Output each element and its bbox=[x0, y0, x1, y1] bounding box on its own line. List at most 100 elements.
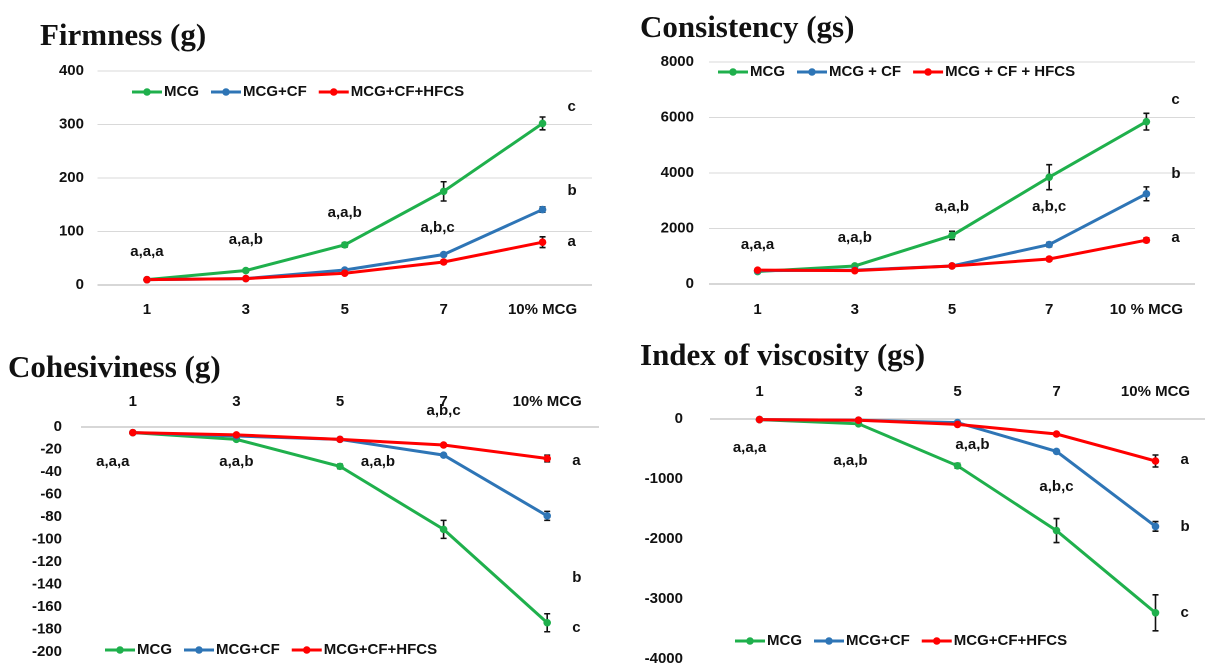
y-tick-label: -2000 bbox=[645, 530, 683, 547]
series-line bbox=[132, 431, 549, 624]
data-point bbox=[129, 428, 137, 437]
significance-label: c bbox=[1171, 91, 1179, 108]
y-tick-label: -3000 bbox=[645, 590, 683, 607]
y-tick-label: 0 bbox=[675, 410, 683, 427]
legend-label: MCG bbox=[767, 632, 802, 649]
legend-label: MCG bbox=[750, 63, 785, 80]
significance-label: c bbox=[568, 98, 576, 115]
group-label: a,a,b bbox=[833, 452, 867, 469]
group-label: a,a,b bbox=[328, 204, 362, 221]
y-tick-label: -200 bbox=[32, 643, 62, 660]
series-line bbox=[132, 431, 548, 518]
x-tick-label: 3 bbox=[232, 393, 240, 410]
data-point bbox=[439, 525, 448, 534]
data-point bbox=[854, 416, 863, 425]
data-point bbox=[232, 431, 241, 439]
legend-marker bbox=[932, 637, 941, 645]
group-label: a,b,c bbox=[1039, 478, 1073, 495]
data-point bbox=[1052, 526, 1061, 535]
legend-marker bbox=[746, 637, 754, 645]
y-tick-label: 8000 bbox=[661, 53, 694, 70]
legend-marker bbox=[222, 88, 230, 96]
legend-marker bbox=[729, 68, 737, 76]
data-point bbox=[242, 274, 250, 283]
y-tick-label: -40 bbox=[40, 463, 62, 480]
significance-label: c bbox=[572, 619, 580, 636]
data-point bbox=[1142, 190, 1151, 198]
data-point bbox=[1045, 240, 1053, 249]
x-tick-label: 7 bbox=[1052, 383, 1060, 400]
group-label: a,a,a bbox=[733, 439, 767, 456]
x-tick-label: 5 bbox=[341, 301, 349, 318]
group-label: a,a,b bbox=[361, 453, 395, 470]
group-label: a,a,b bbox=[229, 231, 263, 248]
group-label: a,a,b bbox=[955, 436, 989, 453]
data-point bbox=[1045, 255, 1053, 263]
series-line bbox=[757, 120, 1148, 274]
data-point bbox=[1151, 522, 1160, 531]
group-label: a,a,b bbox=[935, 198, 969, 215]
chart-title: Index of viscosity (gs) bbox=[640, 337, 925, 372]
data-point bbox=[1052, 430, 1061, 438]
data-point bbox=[439, 441, 448, 449]
y-tick-label: 200 bbox=[59, 169, 84, 186]
legend-marker bbox=[825, 637, 833, 645]
significance-label: a bbox=[1181, 451, 1190, 468]
significance-label: b bbox=[1171, 165, 1180, 182]
legend-label: MCG + CF + HFCS bbox=[945, 63, 1075, 80]
group-label: a,a,a bbox=[741, 236, 775, 253]
legend-marker bbox=[924, 68, 932, 76]
data-point bbox=[439, 451, 448, 459]
significance-label: c bbox=[1181, 604, 1189, 621]
data-point bbox=[538, 205, 547, 214]
data-point bbox=[538, 119, 547, 128]
group-label: a,b,c bbox=[427, 402, 461, 419]
data-point bbox=[543, 454, 551, 463]
legend-label: MCG+CF bbox=[846, 632, 910, 649]
legend-label: MCG+CF bbox=[243, 83, 307, 100]
data-point bbox=[1142, 236, 1151, 244]
data-point bbox=[242, 266, 250, 275]
x-tick-label: 5 bbox=[953, 383, 961, 400]
x-tick-label: 5 bbox=[336, 393, 344, 410]
data-point bbox=[439, 187, 448, 196]
x-tick-label: 1 bbox=[753, 301, 761, 318]
significance-label: a bbox=[572, 452, 581, 469]
y-tick-label: -160 bbox=[32, 598, 62, 615]
group-label: a,a,b bbox=[838, 229, 872, 246]
x-tick-label: 10% MCG bbox=[1121, 383, 1190, 400]
y-tick-label: -60 bbox=[40, 485, 62, 502]
legend-marker bbox=[143, 88, 151, 96]
legend-label: MCG + CF bbox=[829, 63, 901, 80]
legend-label: MCG bbox=[137, 641, 172, 658]
y-tick-label: 6000 bbox=[661, 108, 694, 125]
x-tick-label: 5 bbox=[948, 301, 956, 318]
significance-label: a bbox=[568, 233, 577, 250]
legend-label: MCG+CF+HFCS bbox=[324, 641, 437, 658]
legend-marker bbox=[808, 68, 816, 76]
data-point bbox=[953, 420, 962, 429]
chart: Firmness (g) 0 100 200 300 400 1 3 5 7 10% MCG c b a a… bbox=[40, 17, 592, 318]
chart: Cohesiviness (g)-200-180-160-140-120-100… bbox=[8, 349, 599, 660]
y-tick-label: -1000 bbox=[645, 470, 683, 487]
significance-label: b bbox=[568, 182, 577, 199]
data-point bbox=[1052, 447, 1061, 456]
y-tick-label: 2000 bbox=[661, 219, 694, 236]
y-tick-label: 300 bbox=[59, 115, 84, 132]
x-tick-label: 1 bbox=[143, 301, 151, 318]
data-point bbox=[336, 435, 344, 444]
chart-title: Cohesiviness (g) bbox=[8, 349, 221, 384]
x-tick-label: 7 bbox=[439, 301, 447, 318]
x-tick-label: 3 bbox=[851, 301, 859, 318]
x-tick-label: 7 bbox=[439, 393, 447, 410]
significance-label: a bbox=[1171, 229, 1180, 246]
y-tick-label: -100 bbox=[32, 530, 62, 547]
group-label: a,a,b bbox=[219, 453, 253, 470]
data-point bbox=[336, 462, 344, 471]
data-point bbox=[948, 262, 956, 270]
data-point bbox=[755, 415, 764, 424]
y-tick-label: 4000 bbox=[661, 164, 694, 181]
chart-title: Firmness (g) bbox=[40, 17, 206, 52]
series-line bbox=[146, 122, 544, 282]
